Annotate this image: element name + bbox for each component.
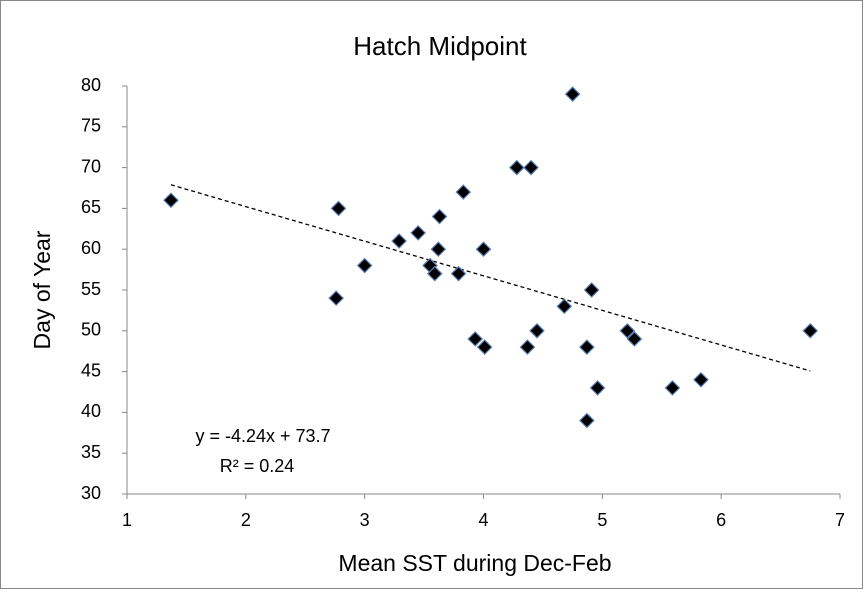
scatter-point (391, 233, 407, 249)
scatter-point (356, 257, 373, 274)
scatter-point (523, 159, 539, 176)
scatter-point (330, 200, 347, 217)
y-tick-label: 45 (81, 360, 101, 380)
scatter-point (430, 241, 447, 258)
scatter-point (431, 208, 448, 225)
x-tick-label: 7 (835, 510, 845, 530)
y-axis-label: Day of Year (29, 230, 55, 349)
x-axis-label: Mean SST during Dec-Feb (338, 550, 611, 576)
scatter-point (455, 184, 472, 200)
scatter-point (564, 86, 581, 103)
trendline (170, 184, 811, 372)
x-tick-label: 6 (716, 510, 726, 530)
scatter-point (802, 322, 819, 339)
x-tick-label: 1 (122, 510, 132, 530)
scatter-point (163, 192, 179, 209)
scatter-point (476, 339, 493, 355)
scatter-point (579, 339, 595, 355)
y-tick-label: 55 (81, 279, 101, 299)
x-tick-label: 5 (597, 510, 607, 530)
scatter-point (583, 282, 600, 298)
scatter-point (589, 380, 606, 396)
x-tick-label: 3 (360, 510, 370, 530)
trendline-r-squared: R² = 0.24 (220, 456, 295, 476)
y-tick-label: 80 (81, 75, 101, 95)
scatter-point (556, 298, 573, 315)
scatter-point (450, 265, 467, 282)
x-tick-label: 4 (478, 510, 488, 530)
scatter-point (328, 290, 344, 307)
y-tick-label: 35 (81, 442, 101, 462)
trendline-equation: y = -4.24x + 73.7 (195, 426, 330, 446)
scatter-point (426, 265, 443, 282)
y-tick-label: 65 (81, 197, 101, 217)
scatter-point (619, 322, 636, 339)
scatter-point (475, 241, 492, 258)
y-tick-label: 40 (81, 401, 101, 421)
scatter-point (579, 412, 595, 429)
scatter-point (529, 322, 545, 339)
y-tick-label: 75 (81, 116, 101, 136)
y-tick-label: 60 (81, 238, 101, 258)
scatter-point (410, 225, 426, 241)
y-tick-label: 70 (81, 156, 101, 176)
chart-title: Hatch Midpoint (353, 31, 527, 61)
y-tick-label: 50 (81, 320, 101, 340)
scatter-point (508, 159, 525, 176)
scatter-point (693, 371, 709, 388)
scatter-point (519, 339, 536, 355)
y-tick-label: 30 (81, 483, 101, 503)
x-tick-label: 2 (241, 510, 251, 530)
scatter-point (664, 380, 681, 396)
scatter-point (467, 331, 484, 347)
scatter-point (626, 331, 643, 347)
